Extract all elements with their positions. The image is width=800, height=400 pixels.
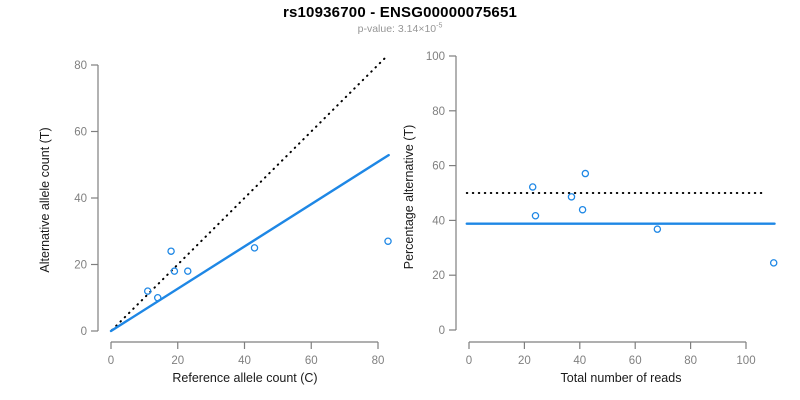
x-axis-label: Total number of reads xyxy=(561,371,682,385)
y-tick-label: 20 xyxy=(74,260,87,272)
data-point xyxy=(531,211,540,220)
x-tick-label: 20 xyxy=(518,355,531,367)
data-point xyxy=(653,225,662,233)
y-tick-label: 0 xyxy=(81,326,87,338)
y-tick-label: 80 xyxy=(74,60,87,72)
x-tick-label: 40 xyxy=(238,355,251,367)
y-tick-label: 60 xyxy=(74,127,87,139)
y-tick-label: 80 xyxy=(432,106,445,118)
pvalue-subtitle: p-value: 3.14×10-5 xyxy=(0,22,800,36)
data-point xyxy=(578,205,587,214)
data-point xyxy=(384,237,392,245)
y-axis-label: Percentage alternative (T) xyxy=(402,125,416,270)
data-point xyxy=(143,287,152,295)
data-point xyxy=(250,244,259,252)
identity-line xyxy=(111,55,388,332)
pvalue-text: p-value: 3.14×10 xyxy=(357,23,437,35)
y-axis-label: Alternative allele count (T) xyxy=(38,127,52,272)
x-tick-label: 60 xyxy=(305,355,318,367)
x-tick-label: 80 xyxy=(684,355,697,367)
x-tick-label: 20 xyxy=(171,355,184,367)
x-tick-label: 0 xyxy=(108,355,114,367)
data-point xyxy=(167,247,175,255)
y-tick-label: 0 xyxy=(439,325,445,337)
y-tick-label: 40 xyxy=(432,215,445,227)
y-tick-label: 60 xyxy=(432,161,445,173)
data-point xyxy=(184,267,192,275)
x-tick-label: 40 xyxy=(573,355,586,367)
data-point xyxy=(170,267,179,275)
pvalue-exponent: -5 xyxy=(436,22,443,30)
data-point xyxy=(567,193,576,201)
x-tick-label: 100 xyxy=(736,355,755,367)
figure-header: rs10936700 - ENSG00000075651 p-value: 3.… xyxy=(0,4,800,35)
data-point xyxy=(528,183,537,191)
figure-title: rs10936700 - ENSG00000075651 xyxy=(282,4,518,21)
data-point xyxy=(769,259,778,267)
x-axis-label: Reference allele count (C) xyxy=(172,371,317,385)
fit-line xyxy=(109,153,390,333)
y-tick-label: 40 xyxy=(74,193,87,205)
data-point xyxy=(153,293,162,302)
x-tick-label: 0 xyxy=(466,355,472,367)
x-tick-label: 80 xyxy=(372,355,385,367)
x-tick-label: 60 xyxy=(629,355,642,367)
data-point xyxy=(581,169,590,178)
y-tick-label: 100 xyxy=(426,51,445,63)
y-tick-label: 20 xyxy=(432,270,445,282)
